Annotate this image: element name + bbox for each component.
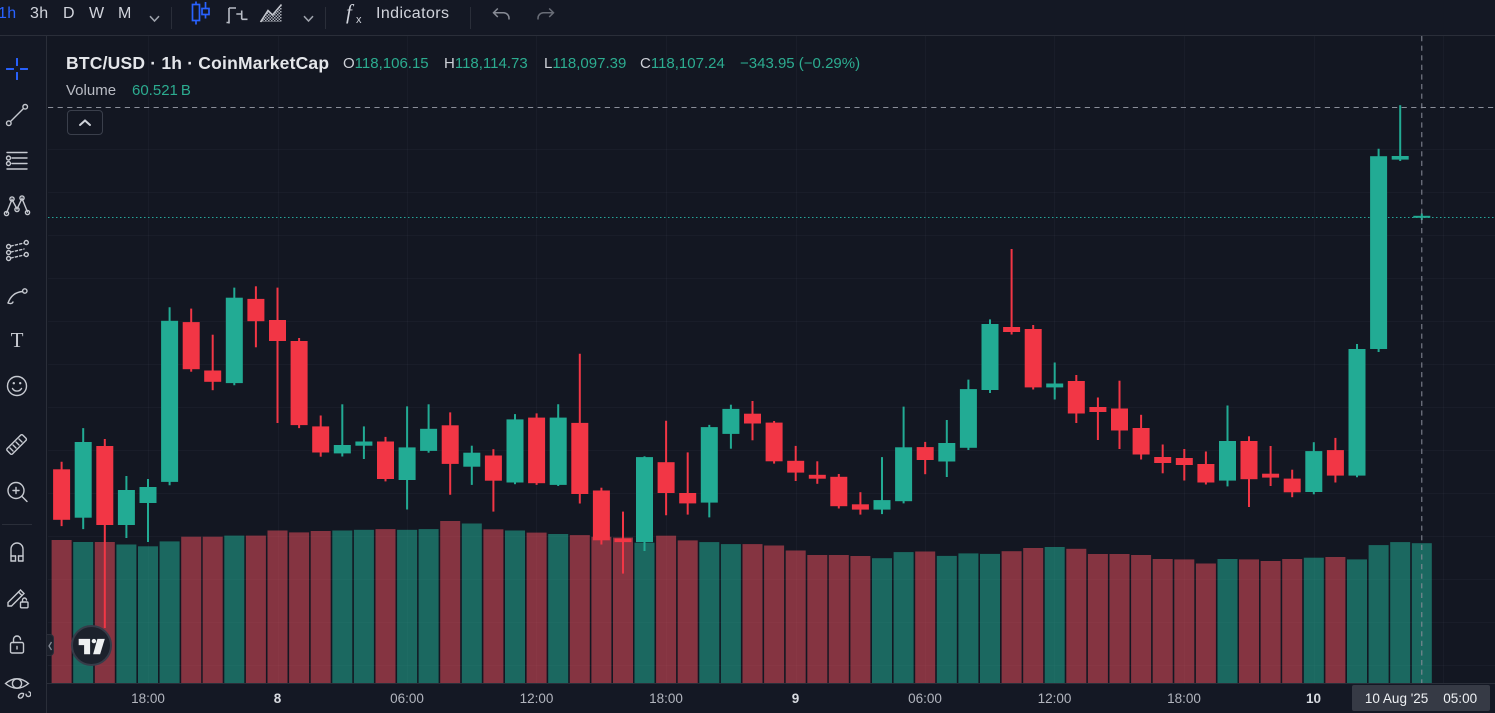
svg-text:x: x	[356, 14, 362, 26]
svg-text:f: f	[346, 0, 355, 24]
